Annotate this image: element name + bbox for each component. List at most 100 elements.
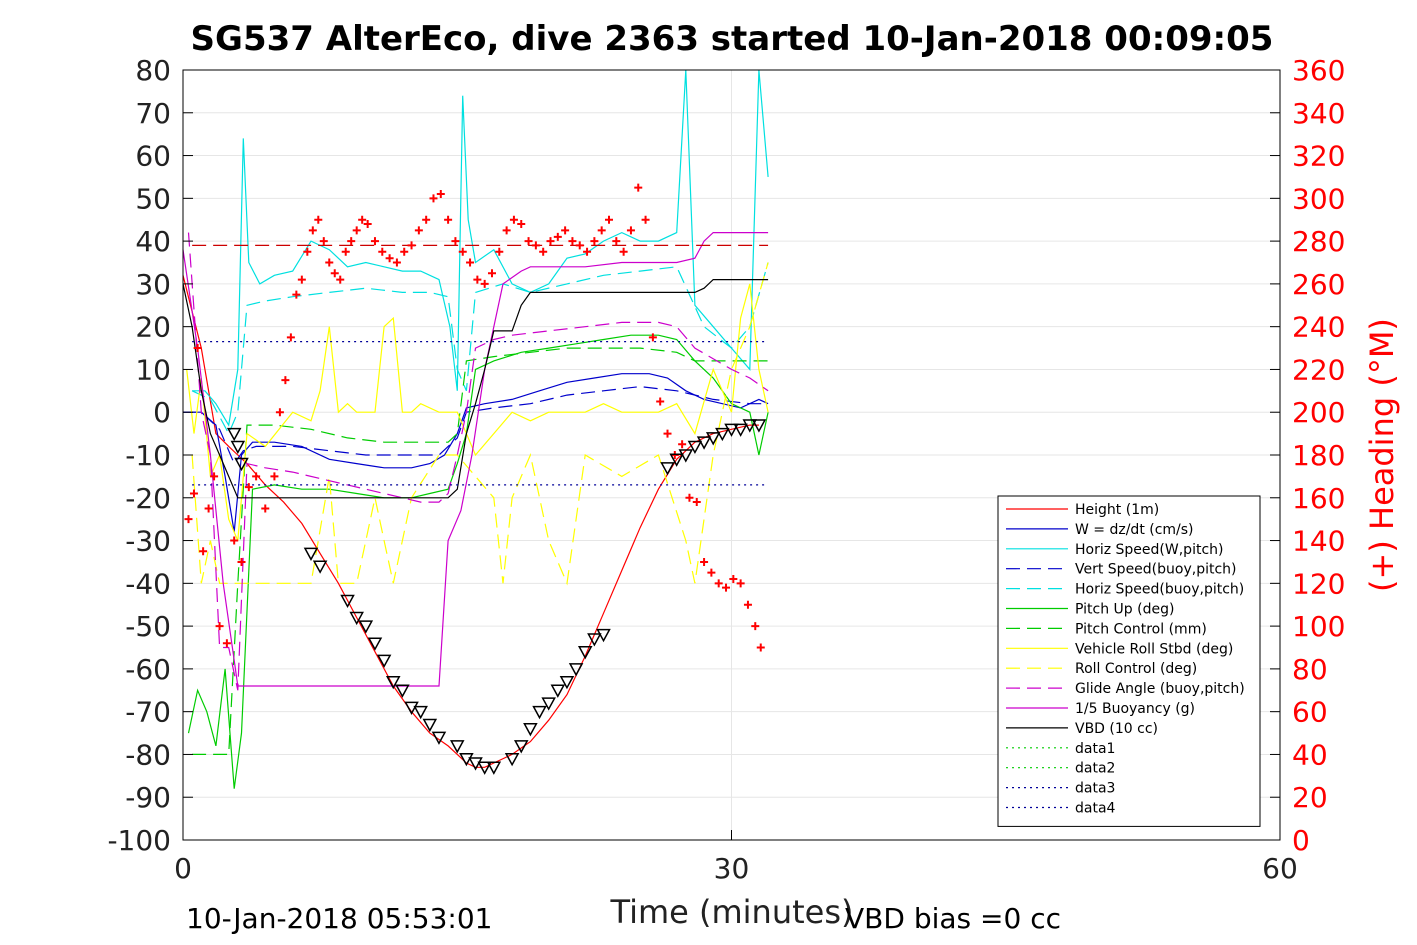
heading-point: [370, 237, 379, 246]
heading-point: [531, 241, 540, 250]
legend-entry: Horiz Speed(W,pitch): [1075, 542, 1223, 558]
heading-point: [347, 237, 356, 246]
heading-point: [524, 237, 533, 246]
triangle-marker: [413, 705, 428, 720]
heading-point: [358, 215, 367, 224]
triangle-marker: [587, 633, 602, 647]
triangle-marker: [705, 432, 721, 446]
heading-point: [204, 504, 213, 513]
heading-point: [189, 489, 198, 498]
series-line: [183, 373, 769, 533]
heading-point: [626, 226, 635, 235]
y-tick-label-left: -70: [125, 696, 171, 729]
heading-point: [281, 376, 290, 385]
triangle-marker: [715, 427, 730, 442]
axis-ticks: -100-90-80-70-60-50-40-30-20-10010203040…: [107, 54, 1345, 885]
heading-point: [193, 344, 202, 353]
heading-point: [561, 226, 570, 235]
x-tick-label: 30: [714, 852, 750, 885]
legend-entry: VBD (10 cc): [1075, 721, 1158, 737]
heading-point: [605, 215, 614, 224]
heading-point: [714, 579, 723, 588]
y-tick-label-right: 100: [1292, 610, 1345, 643]
triangle-marker: [385, 675, 401, 690]
heading-point: [678, 440, 687, 449]
series-line: [182, 232, 769, 687]
heading-point: [619, 247, 628, 256]
series-line: [186, 283, 769, 541]
heading-point: [314, 215, 323, 224]
triangle-marker: [733, 423, 748, 437]
heading-point: [210, 472, 219, 481]
series-line: [187, 232, 769, 691]
heading-point: [199, 547, 208, 556]
y-tick-label-right: 320: [1292, 140, 1345, 173]
triangle-marker: [678, 449, 694, 463]
y-tick-label-left: -40: [125, 567, 171, 600]
y-axis-label-right: (+) Heading (°M): [1363, 318, 1401, 592]
heading-point: [244, 483, 253, 492]
series-line: [182, 279, 769, 499]
triangle-marker: [696, 436, 712, 450]
chart-title: SG537 AlterEco, dive 2363 started 10-Jan…: [191, 19, 1274, 59]
triangle-marker: [477, 761, 492, 775]
series-layer: [182, 69, 769, 789]
triangle-marker: [751, 419, 767, 433]
heading-point: [466, 258, 475, 267]
heading-point: [184, 515, 193, 524]
heading-point: [385, 254, 394, 263]
triangle-marker: [226, 427, 242, 442]
y-tick-label-left: -80: [125, 738, 171, 771]
triangle-marker: [541, 697, 556, 711]
heading-point: [319, 237, 328, 246]
legend-entry: Horiz Speed(buoy,pitch): [1075, 582, 1244, 598]
heading-point: [422, 215, 431, 224]
heading-point: [487, 269, 496, 278]
heading-point: [751, 622, 760, 631]
heading-point: [237, 557, 246, 566]
series-line: [183, 385, 769, 465]
triangle-marker: [742, 419, 758, 433]
heading-point: [400, 247, 409, 256]
heading-point: [308, 226, 317, 235]
legend-box: [997, 495, 1261, 827]
triangle-marker: [513, 740, 529, 754]
heading-point: [692, 498, 701, 507]
y-tick-label-right: 160: [1292, 482, 1345, 515]
y-tick-label-left: 50: [135, 182, 171, 215]
heading-point: [756, 643, 765, 652]
y-tick-label-right: 200: [1292, 396, 1345, 429]
y-tick-label-right: 180: [1292, 439, 1345, 472]
triangle-marker: [312, 560, 328, 574]
triangle-marker: [234, 457, 249, 472]
heading-point: [222, 639, 231, 648]
y-tick-label-right: 120: [1292, 567, 1345, 600]
x-axis-label: Time (minutes): [610, 893, 854, 931]
y-tick-label-left: -100: [107, 824, 171, 857]
y-tick-label-left: -10: [125, 439, 171, 472]
triangle-marker: [532, 705, 547, 720]
triangle-marker: [395, 684, 410, 698]
heading-point: [663, 429, 672, 438]
series-line: [191, 262, 769, 586]
heading-point: [612, 237, 621, 246]
legend-entry: Glide Angle (buoy,pitch): [1075, 681, 1245, 697]
heading-point: [473, 275, 482, 284]
heading-point: [292, 290, 301, 299]
triangle-marker: [376, 654, 392, 668]
heading-point: [517, 220, 526, 228]
heading-point: [363, 220, 372, 228]
heading-point: [270, 472, 279, 481]
heading-point: [575, 241, 584, 250]
heading-point: [597, 226, 606, 235]
heading-point: [275, 408, 284, 417]
y-tick-label-right: 360: [1292, 54, 1345, 87]
triangle-marker: [504, 752, 520, 767]
series-line: [187, 334, 769, 789]
y-tick-label-left: -20: [125, 482, 171, 515]
heading-point: [325, 258, 334, 267]
legend-entry: data2: [1075, 761, 1115, 777]
triangle-marker: [422, 718, 438, 733]
legend-entry: data1: [1075, 741, 1115, 757]
